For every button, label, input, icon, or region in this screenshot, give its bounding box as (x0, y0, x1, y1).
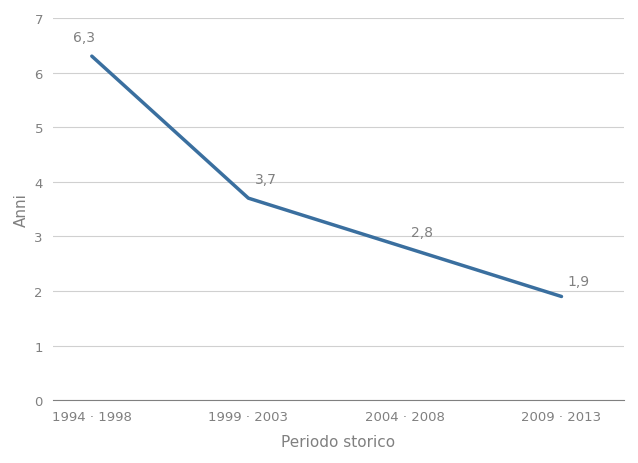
Text: 2,8: 2,8 (411, 225, 433, 239)
Text: 6,3: 6,3 (73, 31, 95, 45)
X-axis label: Periodo storico: Periodo storico (281, 434, 396, 449)
Y-axis label: Anni: Anni (14, 193, 29, 226)
Text: 3,7: 3,7 (255, 173, 276, 187)
Text: 1,9: 1,9 (568, 274, 590, 288)
